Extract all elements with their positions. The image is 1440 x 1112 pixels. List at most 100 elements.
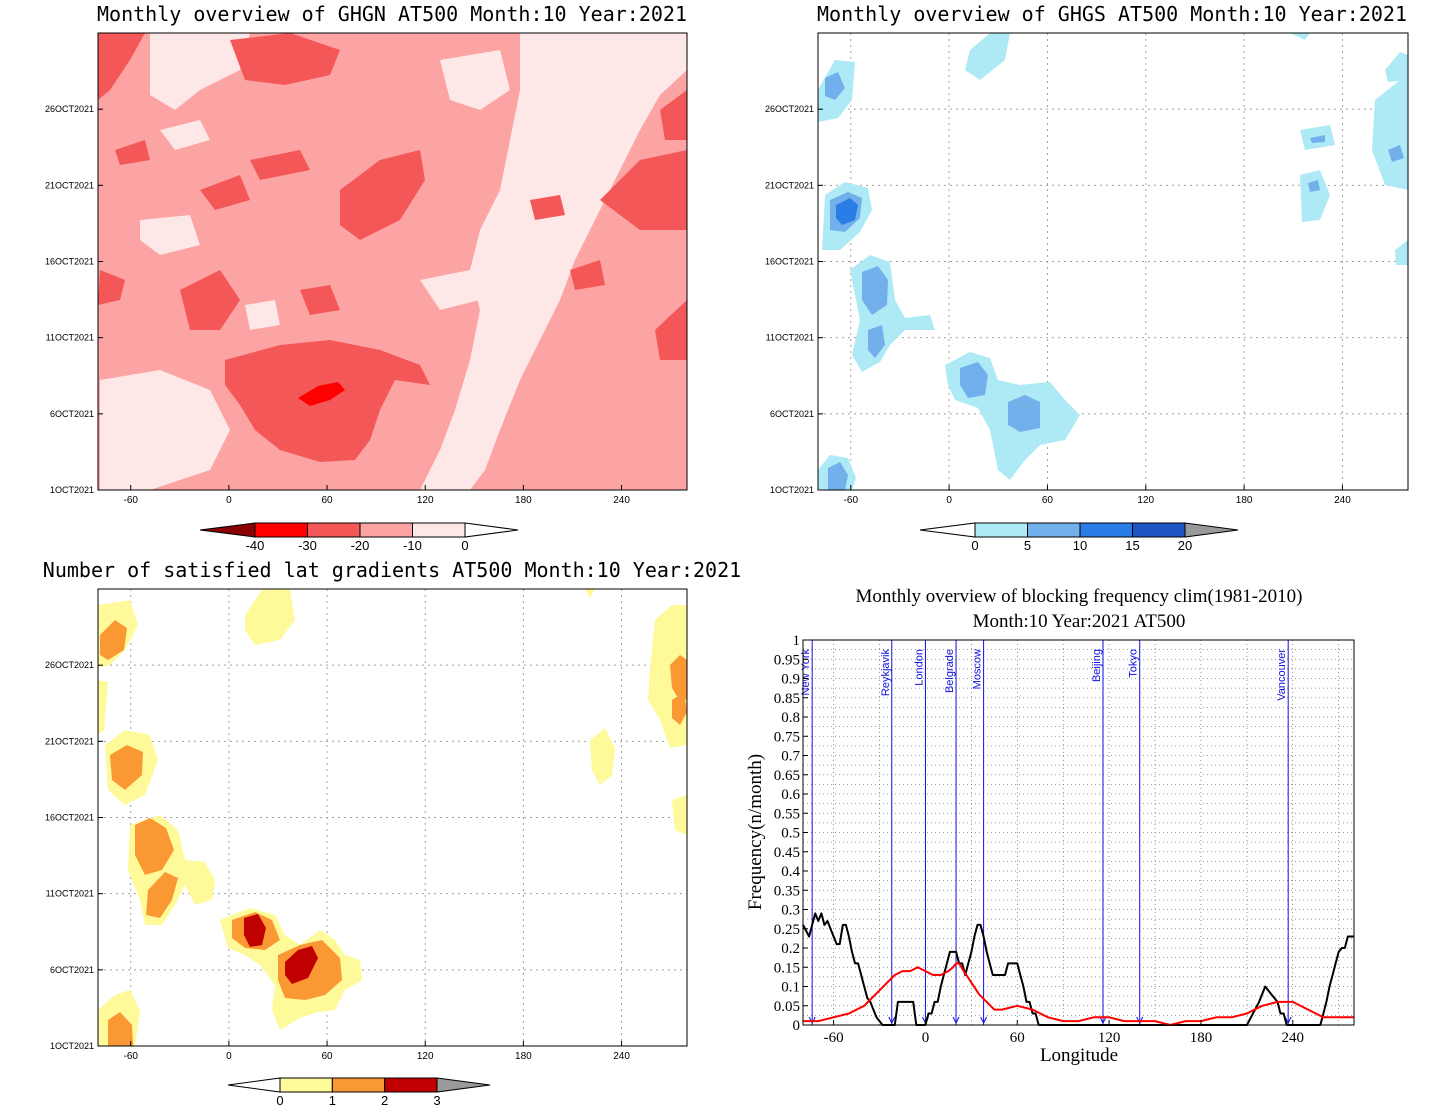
latgrad-contour-field [98, 589, 687, 1046]
y-tick-label: 0.5 [781, 826, 800, 842]
colorbar-bin [359, 522, 413, 538]
x-tick-label: 60 [1010, 1030, 1025, 1046]
ghgn-axes: -60 0 60 120 180 240 1OCT2021 6OCT2021 11OCT2021… [45, 104, 630, 506]
y-tick-label: 1OCT2021 [50, 485, 94, 495]
city-marker-arrow [808, 1016, 816, 1025]
blocking-city-markers: New York Reykjavik London Belgrade Moscow Bei… [800, 640, 1292, 1025]
series-line-black [802, 912, 1354, 1026]
x-tick-label: 60 [1042, 495, 1054, 506]
y-tick-label: 11OCT2021 [766, 333, 814, 343]
x-tick-label: 240 [1282, 1030, 1305, 1046]
blocking-axes: 0 0.05 0.1 0.15 0.2 0.25 0.3 0.35 0.4 0.45 0.5 0.55… [774, 633, 1304, 1046]
colorbar-lower-extension [199, 522, 256, 538]
colorbar-label: -10 [403, 538, 422, 553]
x-tick-label: 0 [946, 495, 952, 506]
x-tick-label: 60 [321, 495, 333, 506]
y-tick-label: 26OCT2021 [45, 104, 94, 114]
city-marker-arrow [888, 1016, 896, 1025]
x-tick-label: 0 [226, 495, 232, 506]
x-tick-label: 180 [515, 495, 532, 506]
blocking-title: Monthly overview of blocking frequency c… [856, 586, 1303, 607]
panel-ghgs: Monthly overview of GHGS AT500 Month:10 … [765, 2, 1409, 553]
latgrad-region-2-3 [244, 914, 266, 947]
ghgs-title: Monthly overview of GHGS AT500 Month:10 … [817, 2, 1407, 26]
y-tick-label: 0.3 [781, 903, 800, 919]
x-tick-label: 180 [1190, 1030, 1213, 1046]
colorbar-label: 0 [276, 1093, 283, 1108]
ghgn-region-m40-m30 [298, 382, 345, 406]
x-tick-label: 180 [515, 1051, 532, 1062]
ghgs-colorbar: 0 5 10 15 20 [919, 522, 1239, 553]
colorbar-upper-extension [464, 522, 519, 538]
colorbar-bin [1079, 522, 1133, 538]
y-tick-label: 16OCT2021 [45, 257, 94, 267]
y-tick-label: 26OCT2021 [45, 660, 94, 670]
y-tick-label: 0.9 [781, 672, 800, 688]
colorbar-label: -40 [246, 538, 265, 553]
y-tick-label: 1 [793, 633, 801, 649]
city-label: Vancouver [1276, 649, 1288, 701]
colorbar-label: 1 [329, 1093, 336, 1108]
colorbar-bin [1027, 522, 1081, 538]
colorbar-label: 10 [1073, 538, 1087, 553]
y-tick-label: 0.8 [781, 710, 800, 726]
ghgn-title: Monthly overview of GHGN AT500 Month:10 … [97, 2, 687, 26]
colorbar-upper-extension [1184, 522, 1239, 538]
y-tick-label: 0.1 [781, 980, 800, 996]
blocking-subtitle: Month:10 Year:2021 AT500 [973, 611, 1186, 632]
y-tick-label: 11OCT2021 [46, 333, 94, 343]
y-tick-label: 26OCT2021 [765, 104, 814, 114]
y-tick-label: 0.35 [774, 883, 800, 899]
city-marker-arrow [1284, 1016, 1292, 1025]
city-label: Belgrade [944, 649, 956, 693]
y-tick-label: 0.85 [774, 691, 800, 707]
y-tick-label: 16OCT2021 [765, 257, 814, 267]
colorbar-label: 3 [433, 1093, 440, 1108]
ghgs-region-5-10 [960, 362, 988, 398]
city-label: Tokyo [1128, 649, 1140, 678]
blocking-series [802, 912, 1354, 1026]
y-tick-label: 0.4 [781, 864, 800, 880]
y-tick-label: 1OCT2021 [770, 485, 814, 495]
colorbar-lower-extension [227, 1077, 281, 1093]
y-tick-label: 6OCT2021 [50, 409, 94, 419]
colorbar-label: 2 [381, 1093, 388, 1108]
x-tick-label: 0 [922, 1030, 930, 1046]
y-tick-label: 0.15 [774, 960, 800, 976]
latgrad-axes: -60 0 60 120 180 240 1OCT2021 6OCT2021 11OCT2021… [45, 660, 630, 1062]
y-tick-label: 0.45 [774, 845, 800, 861]
colorbar-bin [1132, 522, 1186, 538]
x-tick-label: -60 [123, 1051, 138, 1062]
colorbar-bin [254, 522, 308, 538]
colorbar-bin [331, 1077, 386, 1093]
x-tick-label: -60 [844, 495, 859, 506]
colorbar-label: 0 [971, 538, 978, 553]
x-tick-label: 60 [321, 1051, 333, 1062]
x-tick-label: 240 [1334, 495, 1351, 506]
colorbar-bin [974, 522, 1028, 538]
ghgn-region-m30-m20 [225, 340, 430, 462]
y-tick-label: 1OCT2021 [50, 1041, 94, 1051]
ghgs-region-10-15 [836, 198, 858, 225]
city-label: Reykjavik [880, 649, 892, 697]
y-tick-label: 0.95 [774, 652, 800, 668]
y-tick-label: 0.65 [774, 768, 800, 784]
x-tick-label: 240 [613, 495, 630, 506]
x-tick-label: 120 [1137, 495, 1154, 506]
y-tick-label: 0.2 [781, 941, 800, 957]
panel-lat-gradients: Number of satisfied lat gradients AT500 … [43, 558, 741, 1108]
latgrad-title: Number of satisfied lat gradients AT500 … [43, 558, 741, 582]
series-line-red [803, 962, 1354, 1026]
y-tick-label: 0.6 [781, 787, 800, 803]
y-tick-label: 0.25 [774, 922, 800, 938]
colorbar-bin [384, 1077, 438, 1093]
city-marker-arrow [952, 1016, 960, 1025]
y-tick-label: 6OCT2021 [50, 965, 94, 975]
panel-ghgn: Monthly overview of GHGN AT500 Month:10 … [45, 2, 688, 553]
ghgn-region-m10-0 [420, 33, 687, 490]
x-tick-label: -60 [123, 495, 138, 506]
y-tick-label: 0.05 [774, 999, 800, 1015]
y-tick-label: 11OCT2021 [46, 889, 94, 899]
colorbar-bin [412, 522, 466, 538]
blocking-ylabel: Frequency(n/month) [745, 754, 766, 910]
